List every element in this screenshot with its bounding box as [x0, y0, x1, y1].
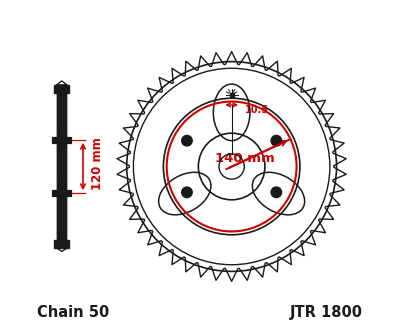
Text: 140 mm: 140 mm: [215, 152, 275, 165]
Bar: [52, 137, 71, 143]
Bar: [54, 85, 69, 93]
Text: 120 mm: 120 mm: [91, 137, 104, 189]
Circle shape: [271, 135, 282, 146]
Bar: [54, 240, 69, 248]
Bar: [57, 93, 66, 240]
Circle shape: [182, 135, 192, 146]
Circle shape: [271, 187, 282, 198]
Text: Chain 50: Chain 50: [37, 305, 109, 320]
Circle shape: [182, 187, 192, 198]
Bar: [57, 93, 66, 240]
Text: JTR 1800: JTR 1800: [290, 305, 363, 320]
Bar: [52, 190, 71, 196]
Text: 10.5: 10.5: [245, 105, 269, 115]
